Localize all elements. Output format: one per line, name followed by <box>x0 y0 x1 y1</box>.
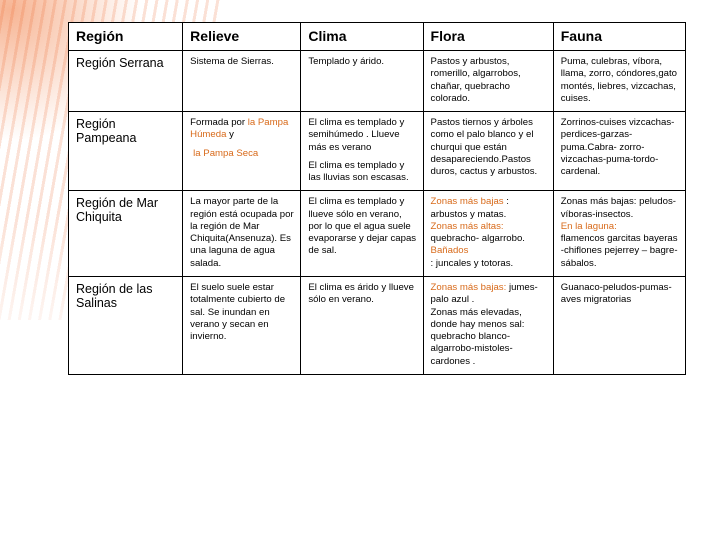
region-name: Región de Mar Chiquita <box>69 191 183 277</box>
table-row: Región de Mar ChiquitaLa mayor parte de … <box>69 191 686 277</box>
cell-flora: Pastos y arbustos, romerillo, algarrobos… <box>423 51 553 112</box>
table-row: Región PampeanaFormada por la Pampa Húme… <box>69 112 686 191</box>
cell-flora: Zonas más bajas : arbustos y matas.Zonas… <box>423 191 553 277</box>
page-container: Región Relieve Clima Flora Fauna Región … <box>0 0 720 397</box>
table-row: Región de las SalinasEl suelo suele esta… <box>69 276 686 374</box>
cell-fauna: Puma, culebras, víbora, llama, zorro, có… <box>553 51 685 112</box>
col-header-fauna: Fauna <box>553 23 685 51</box>
cell-relieve: Formada por la Pampa Húmeda y la Pampa S… <box>183 112 301 191</box>
region-name: Región Serrana <box>69 51 183 112</box>
cell-clima: El clima es árido y llueve sólo en veran… <box>301 276 423 374</box>
text-segment: y <box>226 129 233 140</box>
table-header-row: Región Relieve Clima Flora Fauna <box>69 23 686 51</box>
col-header-region: Región <box>69 23 183 51</box>
text-segment: La mayor parte de la región está ocupada… <box>190 196 293 268</box>
text-segment: quebracho- algarrobo. <box>431 233 525 244</box>
text-segment: El clima es templado y las lluvias son e… <box>308 160 416 185</box>
col-header-flora: Flora <box>423 23 553 51</box>
text-segment: Puma, culebras, víbora, llama, zorro, có… <box>561 56 662 79</box>
text-segment: Zonas más altas: <box>431 221 547 233</box>
text-segment: El clima es árido y llueve sólo en veran… <box>308 282 414 305</box>
cell-relieve: El suelo suele estar totalmente cubierto… <box>183 276 301 374</box>
table-row: Región Serrana Sistema de Sierras. Templad… <box>69 51 686 112</box>
region-name: Región de las Salinas <box>69 276 183 374</box>
cell-fauna: Zorrinos-cuises vizcachas-perdices-garza… <box>553 112 685 191</box>
text-segment: Bañados <box>431 245 547 257</box>
text-segment: Zonas más bajas: peludos-víboras-insecto… <box>561 196 676 219</box>
text-segment: Guanaco-peludos-pumas-aves migratorias <box>561 282 672 305</box>
text-segment: En la laguna: <box>561 221 679 233</box>
cell-relieve: Sistema de Sierras. <box>183 51 301 112</box>
region-name: Región Pampeana <box>69 112 183 191</box>
text-segment: la Pampa Seca <box>190 148 294 160</box>
text-segment: Sistema de Sierras. <box>190 56 274 67</box>
cell-flora: Pastos tiernos y árboles como el palo bl… <box>423 112 553 191</box>
cell-fauna: Zonas más bajas: peludos-víboras-insecto… <box>553 191 685 277</box>
text-segment: Zonas más bajas <box>431 196 504 207</box>
text-segment: Zonas más elevadas, donde hay menos sal:… <box>431 307 547 368</box>
regions-table: Región Relieve Clima Flora Fauna Región … <box>68 22 686 375</box>
cell-clima: El clima es templado y llueve sólo en ve… <box>301 191 423 277</box>
text-segment: Templado y árido. <box>308 56 384 67</box>
table-body: Región Serrana Sistema de Sierras. Templad… <box>69 51 686 375</box>
cell-flora: Zonas más bajas: jumes- palo azul .Zonas… <box>423 276 553 374</box>
text-segment: : juncales y totoras. <box>431 258 514 269</box>
text-segment: El clima es templado y llueve sólo en ve… <box>308 196 416 256</box>
text-segment: El suelo suele estar totalmente cubierto… <box>190 282 285 342</box>
text-segment: flamencos garcitas bayeras -chiflones pe… <box>561 233 678 269</box>
text-segment: Pastos y arbustos, romerillo, algarrobos… <box>431 56 521 104</box>
text-segment: El clima es templado y semihúmedo . Llue… <box>308 117 404 153</box>
col-header-relieve: Relieve <box>183 23 301 51</box>
text-segment: Zonas más bajas: <box>431 282 507 293</box>
col-header-clima: Clima <box>301 23 423 51</box>
cell-fauna: Guanaco-peludos-pumas-aves migratorias <box>553 276 685 374</box>
cell-relieve: La mayor parte de la región está ocupada… <box>183 191 301 277</box>
cell-clima: El clima es templado y semihúmedo . Llue… <box>301 112 423 191</box>
cell-clima: Templado y árido. <box>301 51 423 112</box>
text-segment: Formada por <box>190 117 248 128</box>
